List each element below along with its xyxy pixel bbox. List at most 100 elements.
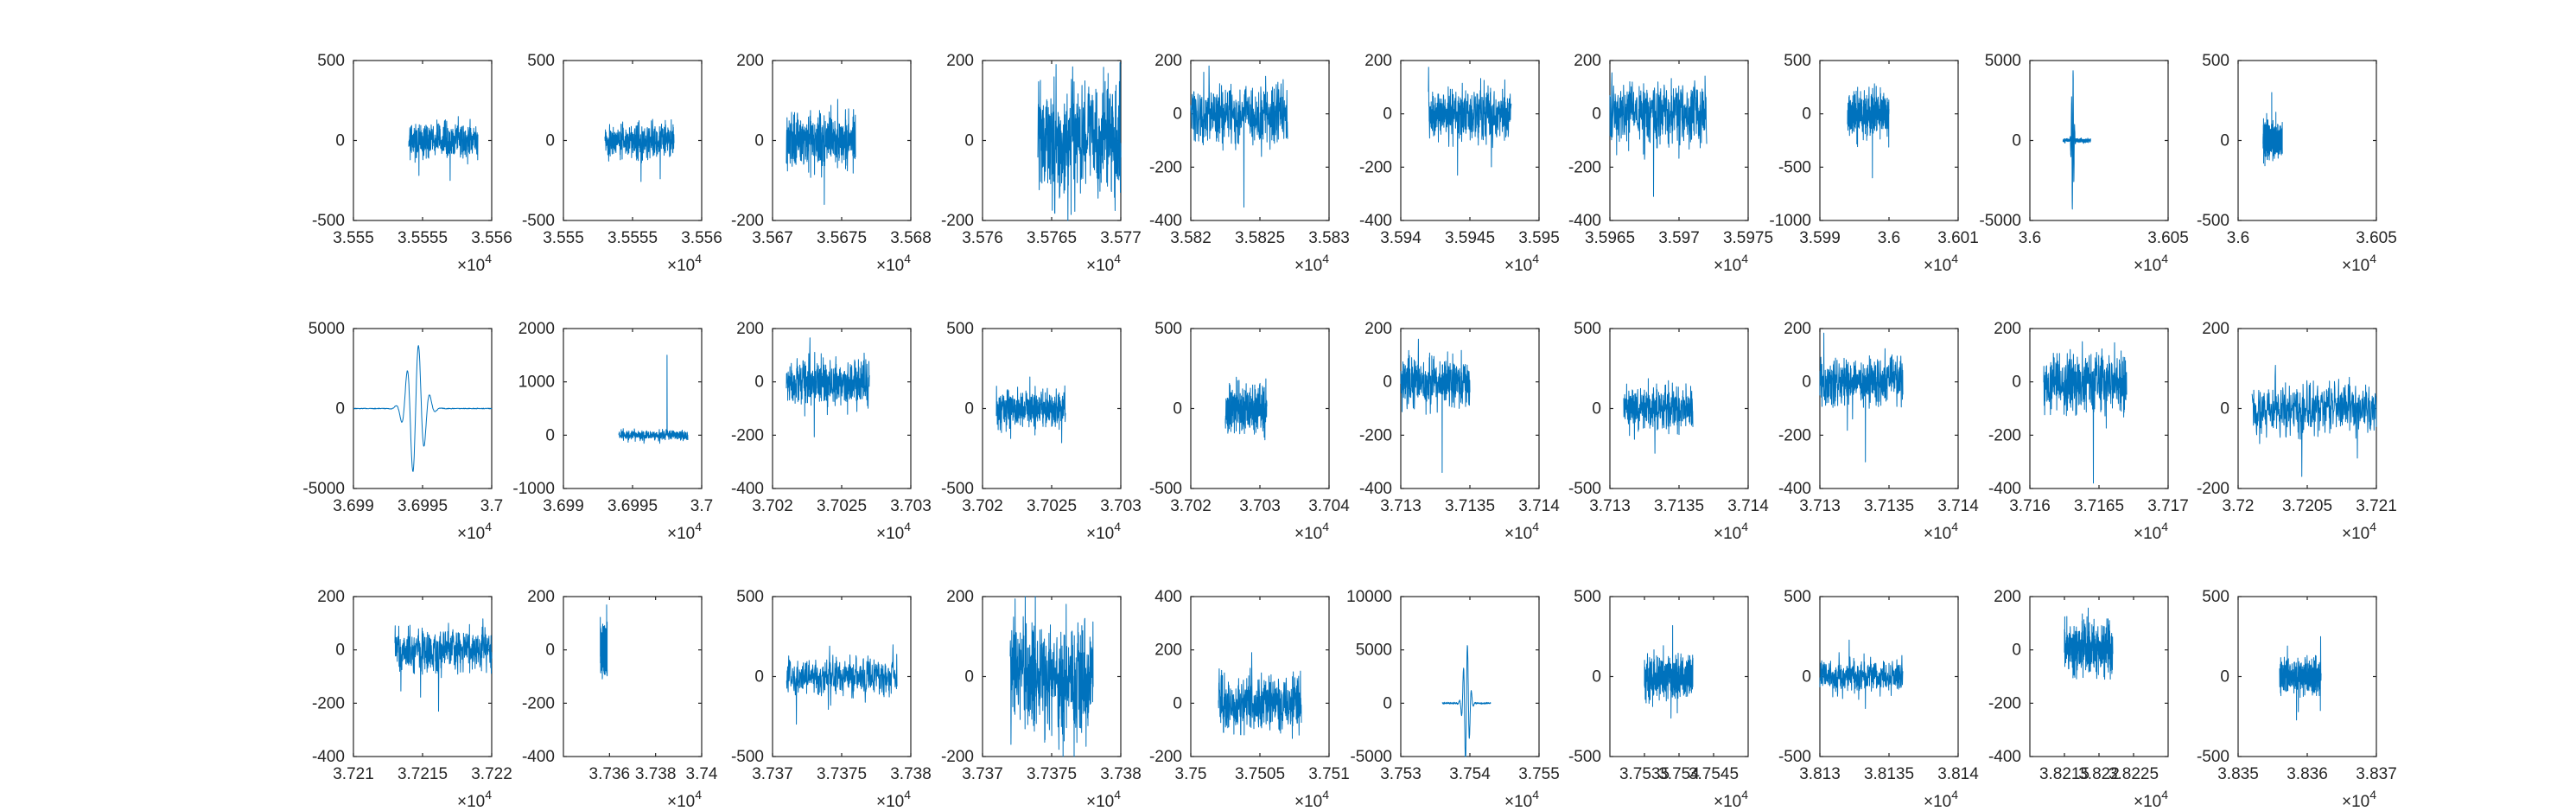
x-tick-label: 3.601 (1937, 229, 1979, 247)
x-tick-label: 3.837 (2356, 765, 2397, 783)
x-tick-label: 3.835 (2217, 765, 2259, 783)
y-tick-label: -200 (312, 694, 345, 712)
signal-trace (1218, 652, 1302, 739)
y-tick-label: 500 (1784, 588, 1811, 606)
x-tick-label: 3.736 (589, 765, 631, 783)
y-tick-label: -200 (1359, 158, 1392, 176)
y-tick-label: 500 (1574, 320, 1601, 338)
x-tick-label: 3.6 (2227, 229, 2249, 247)
x-tick-label: 3.577 (1100, 229, 1142, 247)
x-tick-label: 3.7 (690, 497, 713, 515)
exponent-base: ×10 (1294, 257, 1322, 275)
exponent-power: 4 (485, 520, 492, 533)
y-tick-label: 0 (1173, 694, 1182, 712)
subplot-r1c7: -400 -200 0 200 3.5965 3.597 3.5975 ×104 (1568, 52, 1773, 275)
y-tick-label: -500 (522, 212, 555, 230)
y-tick-label: -400 (522, 748, 555, 766)
signal-trace (618, 354, 689, 444)
x-tick-label: 3.7205 (2282, 497, 2332, 515)
exponent-power: 4 (2161, 252, 2168, 265)
exponent-base: ×10 (2342, 257, 2369, 275)
x-tick-label: 3.7135 (1864, 497, 1914, 515)
y-tick-label: 0 (2012, 642, 2021, 660)
exponent-base: ×10 (2342, 525, 2369, 543)
y-tick-label: 200 (946, 588, 974, 606)
subplot-r2c8: -400 -200 0 200 3.713 3.7135 3.714 ×104 (1778, 320, 1979, 543)
y-tick-label: 0 (1592, 105, 1601, 124)
y-tick-label: 0 (2220, 668, 2229, 686)
y-tick-label: 500 (2202, 588, 2229, 606)
x-tick-label: 3.7 (480, 497, 503, 515)
x-exponent-label: ×104 (876, 788, 911, 811)
exponent-base: ×10 (1924, 525, 1951, 543)
x-tick-label: 3.5555 (607, 229, 658, 247)
y-tick-label: 0 (1802, 105, 1811, 124)
exponent-power: 4 (1951, 788, 1958, 801)
y-tick-label: 500 (317, 52, 345, 70)
y-tick-label: 0 (964, 132, 974, 150)
x-tick-label: 3.555 (333, 229, 374, 247)
exponent-base: ×10 (2134, 525, 2161, 543)
exponent-base: ×10 (1714, 793, 1741, 811)
x-tick-label: 3.754 (1449, 765, 1491, 783)
y-tick-label: 0 (964, 668, 974, 686)
exponent-base: ×10 (1714, 257, 1741, 275)
x-exponent-label: ×104 (1924, 252, 1958, 275)
x-exponent-label: ×104 (1714, 252, 1748, 275)
subplot-r1c8: -1000 -500 0 500 3.599 3.6 3.601 ×104 (1769, 52, 1978, 275)
x-tick-label: 3.568 (890, 229, 932, 247)
x-exponent-label: ×104 (876, 252, 911, 275)
exponent-power: 4 (485, 788, 492, 801)
y-tick-label: 0 (1592, 668, 1601, 686)
subplot-r2c5: -500 0 500 3.702 3.703 3.704 ×104 (1149, 320, 1350, 543)
signal-trace (2279, 635, 2322, 721)
y-tick-label: -200 (1359, 426, 1392, 444)
y-tick-label: 200 (527, 588, 555, 606)
exponent-base: ×10 (2342, 793, 2369, 811)
x-tick-label: 3.7215 (398, 765, 448, 783)
y-tick-label: -500 (941, 480, 974, 498)
y-tick-label: -500 (1778, 158, 1811, 176)
exponent-base: ×10 (667, 525, 695, 543)
y-tick-label: 200 (1154, 52, 1182, 70)
exponent-power: 4 (1951, 520, 1958, 533)
exponent-base: ×10 (1504, 793, 1532, 811)
signal-trace (394, 618, 493, 712)
exponent-base: ×10 (1086, 793, 1114, 811)
x-tick-label: 3.814 (1937, 765, 1979, 783)
axes-box (1400, 60, 1540, 221)
x-tick-label: 3.813 (1799, 765, 1841, 783)
y-tick-label: 500 (1154, 320, 1182, 338)
y-tick-label: 500 (527, 52, 555, 70)
y-tick-label: 200 (946, 52, 974, 70)
x-exponent-label: ×104 (457, 252, 492, 275)
exponent-base: ×10 (2134, 793, 2161, 811)
x-exponent-label: ×104 (1086, 252, 1121, 275)
axes-box (1190, 60, 1330, 221)
x-exponent-label: ×104 (1924, 520, 1958, 543)
x-tick-label: 3.751 (1308, 765, 1350, 783)
exponent-power: 4 (1322, 520, 1329, 533)
x-exponent-label: ×104 (1504, 788, 1539, 811)
y-tick-label: 0 (1173, 400, 1182, 418)
exponent-base: ×10 (876, 525, 904, 543)
y-tick-label: 200 (736, 320, 764, 338)
x-exponent-label: ×104 (2134, 520, 2168, 543)
x-tick-label: 3.836 (2287, 765, 2328, 783)
y-tick-label: -5000 (302, 480, 345, 498)
subplot-r2c2: -1000 0 1000 2000 3.699 3.6995 3.7 ×104 (512, 320, 713, 543)
subplot-r3c4: -200 0 200 3.737 3.7375 3.738 ×104 (941, 588, 1142, 811)
signal-trace (2262, 92, 2283, 167)
x-exponent-label: ×104 (667, 252, 702, 275)
y-tick-label: -5000 (1979, 212, 2021, 230)
x-tick-label: 3.5555 (398, 229, 448, 247)
exponent-power: 4 (1741, 520, 1748, 533)
exponent-power: 4 (1114, 252, 1121, 265)
y-tick-label: 200 (1994, 320, 2021, 338)
y-tick-label: -500 (731, 748, 764, 766)
x-tick-label: 3.737 (962, 765, 1003, 783)
y-tick-label: -500 (1568, 748, 1601, 766)
y-tick-label: 0 (754, 374, 764, 392)
